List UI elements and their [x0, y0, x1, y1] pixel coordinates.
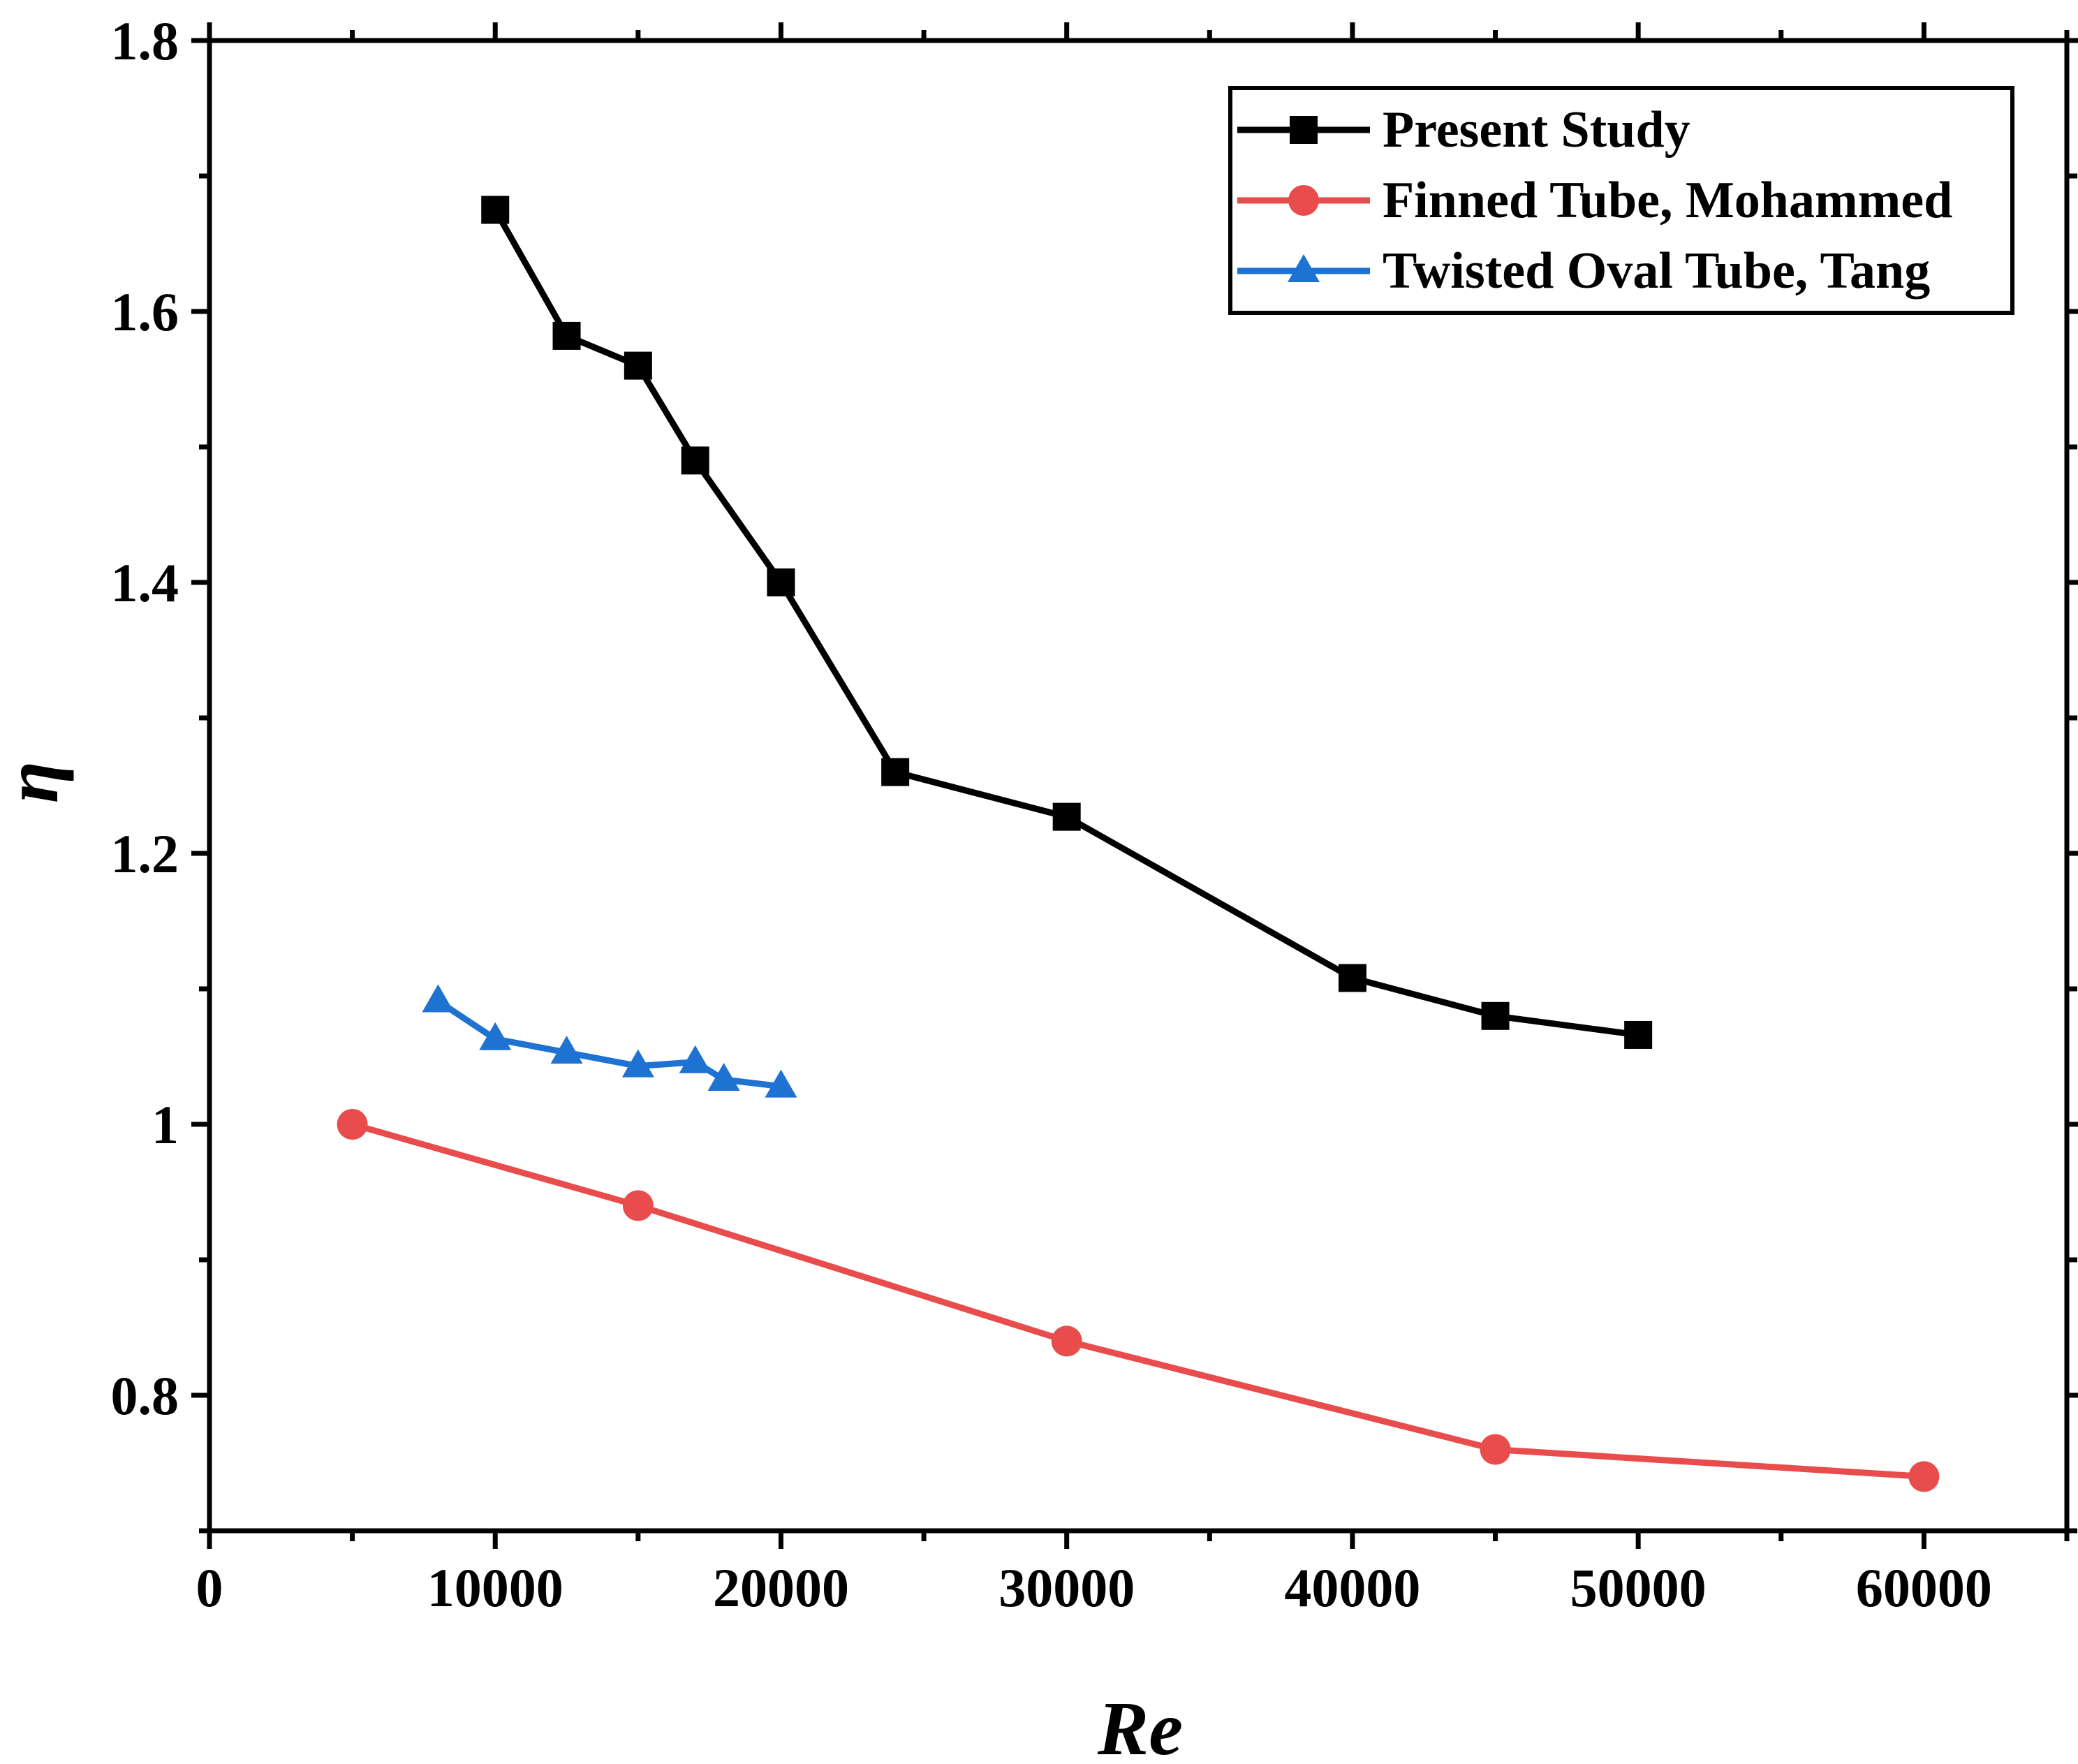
- data-point: [1624, 1020, 1653, 1049]
- x-tick-label: 20000: [713, 1557, 849, 1618]
- y-tick-label: 1.6: [111, 281, 179, 342]
- series-line: [492, 208, 1639, 1038]
- data-point: [624, 351, 652, 380]
- data-point: [337, 1109, 368, 1140]
- axes-frame: [207, 38, 2070, 1534]
- series-3: [422, 984, 797, 1098]
- data-point: [767, 568, 795, 596]
- data-point: [481, 196, 510, 224]
- data-point: [1480, 1434, 1511, 1465]
- data-point: [1481, 1001, 1510, 1030]
- data-point: [622, 1190, 654, 1221]
- x-tick-label: 0: [196, 1557, 223, 1618]
- data-point: [881, 758, 910, 786]
- data-point: [707, 1062, 740, 1091]
- y-tick-label: 1.4: [111, 552, 179, 613]
- data-point: [1052, 802, 1081, 831]
- data-point: [1908, 1461, 1940, 1492]
- legend-marker: [1288, 254, 1320, 282]
- legend-label: Twisted Oval Tube, Tang: [1383, 242, 1930, 300]
- legend-marker: [1288, 185, 1319, 216]
- y-tick-label: 0.8: [111, 1365, 179, 1426]
- data-point: [1338, 964, 1366, 992]
- legend: Present Study Finned Tube, Mohammed Twiste…: [1228, 86, 2014, 315]
- y-axis-ticks: 0.8 1 1.2 1.4 1.6 1.8: [111, 10, 2078, 1534]
- data-point: [681, 446, 709, 475]
- legend-marker: [1290, 116, 1318, 144]
- legend-label: Finned Tube, Mohammed: [1383, 172, 1952, 229]
- x-axis-ticks: 0 10000 20000 30000 40000 50000 60000: [196, 22, 2070, 1618]
- y-tick-label: 1.8: [111, 10, 179, 71]
- data-point: [1051, 1325, 1082, 1357]
- data-point: [479, 1022, 512, 1050]
- data-point: [552, 321, 581, 350]
- y-axis-label: η: [0, 761, 74, 803]
- x-tick-label: 30000: [999, 1557, 1135, 1618]
- x-tick-label: 10000: [427, 1557, 563, 1618]
- x-tick-label: 60000: [1856, 1557, 1992, 1618]
- series-1: [481, 196, 1653, 1049]
- x-tick-label: 50000: [1570, 1557, 1707, 1618]
- data-point: [765, 1069, 797, 1098]
- data-point: [550, 1036, 583, 1064]
- legend-label: Present Study: [1383, 101, 1690, 159]
- y-tick-label: 1.2: [111, 823, 179, 884]
- series-layer: [337, 196, 1940, 1492]
- x-tick-label: 40000: [1284, 1557, 1420, 1618]
- x-axis-label: Re: [1097, 1686, 1183, 1764]
- series-line: [351, 1121, 1924, 1480]
- data-point: [679, 1045, 712, 1073]
- data-point: [422, 984, 455, 1013]
- plot-frame: [207, 38, 2070, 1534]
- y-tick-label: 1: [152, 1094, 179, 1155]
- series-2: [337, 1109, 1940, 1492]
- data-point: [621, 1049, 654, 1078]
